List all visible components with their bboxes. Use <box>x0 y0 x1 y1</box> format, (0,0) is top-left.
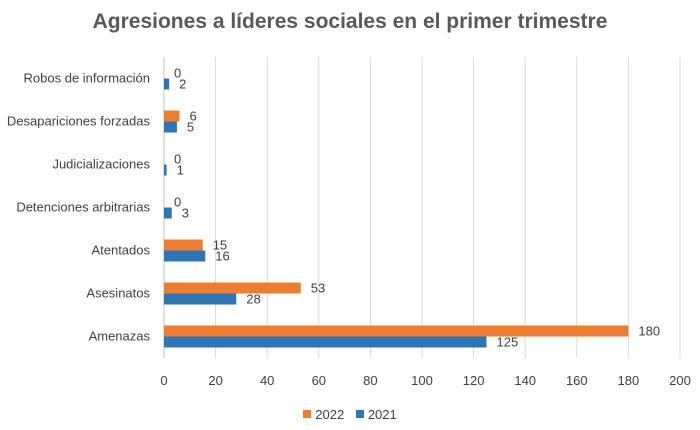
data-label-2022-2: 0 <box>174 152 181 167</box>
y-tick-label-5: Asesinatos <box>86 286 150 301</box>
bar-2021-6 <box>164 336 487 348</box>
bar-2021-5 <box>164 293 237 305</box>
chart-title: Agresiones a líderes sociales en el prim… <box>92 10 608 33</box>
x-tick-label-160: 160 <box>566 373 588 388</box>
data-label-2022-4: 15 <box>213 238 227 253</box>
data-label-2021-6: 125 <box>497 335 519 350</box>
bar-2021-2 <box>164 164 167 176</box>
bar-2022-6 <box>164 325 629 337</box>
y-tick-label-4: Atentados <box>91 243 150 258</box>
data-label-2022-3: 0 <box>174 195 181 210</box>
y-tick-label-0: Robos de información <box>24 71 150 86</box>
data-label-2021-1: 5 <box>187 120 194 135</box>
y-tick-label-3: Detenciones arbitrarias <box>16 200 150 215</box>
legend-swatch-2022 <box>303 410 312 418</box>
x-tick-label-60: 60 <box>312 373 326 388</box>
legend-label-2021: 2021 <box>367 406 397 422</box>
bar-2021-0 <box>164 78 170 90</box>
data-label-2021-3: 3 <box>182 206 189 221</box>
data-label-2022-5: 53 <box>311 281 325 296</box>
bar-2021-4 <box>164 250 206 262</box>
bar-2021-1 <box>164 121 177 133</box>
y-tick-label-1: Desapariciones forzadas <box>7 114 151 129</box>
legend-swatch-2021 <box>355 410 364 418</box>
legend-item-2022: 2022 <box>303 407 344 422</box>
legend: 2022 2021 <box>0 406 700 422</box>
data-label-2022-1: 6 <box>189 109 196 124</box>
data-label-2021-5: 28 <box>246 292 260 307</box>
y-tick-label-2: Judicializaciones <box>52 157 150 172</box>
x-tick-label-100: 100 <box>411 373 433 388</box>
bar-2021-3 <box>164 207 172 219</box>
y-tick-label-6: Amenazas <box>89 329 151 344</box>
x-tick-label-20: 20 <box>208 373 222 388</box>
x-tick-label-120: 120 <box>463 373 485 388</box>
data-label-2021-4: 16 <box>215 249 229 264</box>
x-tick-label-0: 0 <box>160 373 167 388</box>
x-tick-label-40: 40 <box>260 373 274 388</box>
data-label-2021-0: 2 <box>179 77 186 92</box>
bar-2022-1 <box>164 110 180 122</box>
bar-2022-5 <box>164 282 301 294</box>
data-label-2022-6: 180 <box>638 324 660 339</box>
x-tick-label-200: 200 <box>669 373 691 388</box>
bar-2022-4 <box>164 239 203 251</box>
x-tick-label-180: 180 <box>618 373 640 388</box>
legend-label-2022: 2022 <box>315 406 345 422</box>
data-label-2021-2: 1 <box>177 163 184 178</box>
x-tick-label-140: 140 <box>514 373 536 388</box>
legend-item-2021: 2021 <box>355 406 397 422</box>
data-label-2022-0: 0 <box>174 66 181 81</box>
x-tick-label-80: 80 <box>363 373 377 388</box>
